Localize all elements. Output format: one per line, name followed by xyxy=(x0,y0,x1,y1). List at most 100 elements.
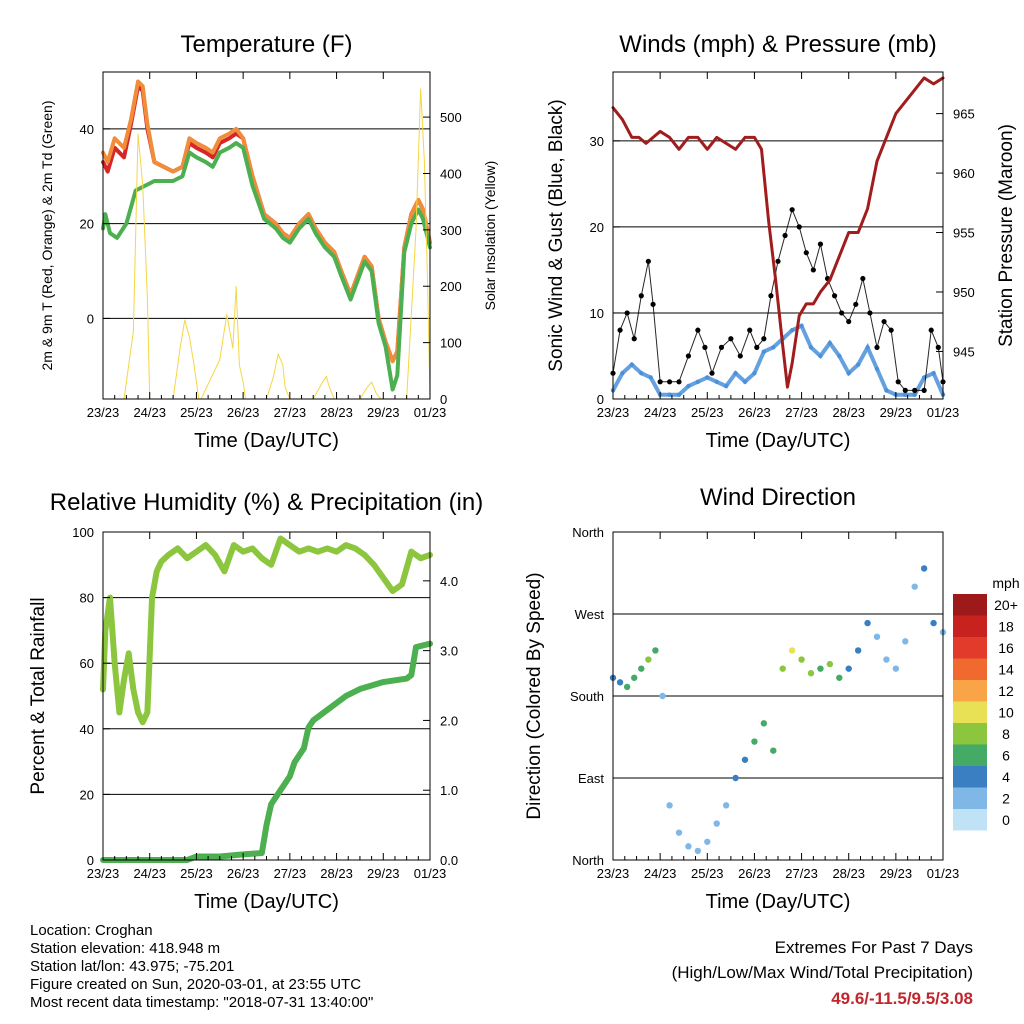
wind_direction-y-tick-label: South xyxy=(570,689,604,704)
wind_direction-point xyxy=(741,756,749,763)
extremes-subtitle: (High/Low/Max Wind/Total Precipitation) xyxy=(671,963,973,982)
humidity-y-tick-label: 80 xyxy=(80,591,94,606)
wind_direction-point xyxy=(873,633,881,640)
wind_direction-point xyxy=(807,670,815,677)
humidity-ylabel: Percent & Total Rainfall xyxy=(28,597,49,794)
temperature-x-tick-label: 28/23 xyxy=(320,405,353,420)
location-text: Location: Croghan xyxy=(30,922,153,939)
legend-label: 20+ xyxy=(994,597,1018,613)
wind_direction-point xyxy=(685,843,692,850)
legend-swatch xyxy=(953,723,987,745)
temperature-x-tick-label: 23/23 xyxy=(87,405,120,420)
legend-swatch xyxy=(953,809,987,831)
legend-swatch xyxy=(953,594,987,616)
humidity-y-tick-label: 60 xyxy=(80,656,94,671)
wind_direction-point xyxy=(836,674,843,681)
wind_direction-x-tick-label: 25/23 xyxy=(691,866,724,881)
humidity-y2-tick-label: 0.0 xyxy=(440,853,458,868)
wind_direction-point xyxy=(666,802,673,809)
humidity-x-tick-label: 27/23 xyxy=(274,866,307,881)
temperature-xlabel: Time (Day/UTC) xyxy=(194,430,339,452)
winds-x-tick-label: 27/23 xyxy=(785,405,818,420)
temperature-x-tick-label: 29/23 xyxy=(367,405,400,420)
recent-data-text: Most recent data timestamp: "2018-07-31 … xyxy=(30,994,374,1011)
winds-series-line xyxy=(611,323,945,397)
winds-x-tick-label: 01/23 xyxy=(927,405,960,420)
legend-label: 8 xyxy=(1002,726,1010,742)
temperature-ylabel: 2m & 9m T (Red, Orange) & 2m Td (Green) xyxy=(39,101,55,371)
winds-y2-tick-label: 945 xyxy=(953,344,975,359)
legend-swatch xyxy=(953,615,987,637)
wind_direction-x-tick-label: 24/23 xyxy=(644,866,677,881)
temperature-y2-tick-label: 500 xyxy=(440,110,462,125)
wind_direction-point xyxy=(631,674,638,681)
wind_direction-x-tick-label: 01/23 xyxy=(927,866,960,881)
legend-swatch xyxy=(953,637,987,659)
temperature-title: Temperature (F) xyxy=(180,31,352,58)
elevation-text: Station elevation: 418.948 m xyxy=(30,940,221,957)
temperature-x-tick-label: 24/23 xyxy=(133,405,166,420)
humidity-series-line xyxy=(100,535,433,726)
legend-title: mph xyxy=(992,575,1019,591)
wind_direction-point xyxy=(704,838,711,845)
wind_direction-point xyxy=(623,683,631,691)
wind_direction-y-tick-label: North xyxy=(572,525,604,540)
temperature-series-line xyxy=(101,141,432,392)
legend-label: 16 xyxy=(998,640,1014,656)
humidity-x-tick-label: 23/23 xyxy=(87,866,120,881)
temperature-y2-tick-label: 400 xyxy=(440,166,462,181)
winds-series-line xyxy=(612,208,944,391)
winds-title: Winds (mph) & Pressure (mb) xyxy=(619,31,936,58)
humidity-y2-tick-label: 4.0 xyxy=(440,574,458,589)
legend-label: 4 xyxy=(1002,769,1010,785)
wind_direction-xlabel: Time (Day/UTC) xyxy=(706,891,851,913)
legend-label: 2 xyxy=(1002,791,1010,807)
extremes-title: Extremes For Past 7 Days xyxy=(774,938,973,957)
humidity-x-tick-label: 24/23 xyxy=(133,866,166,881)
temperature-y-tick-label: 20 xyxy=(80,217,94,232)
station-info: Location: Croghan Station elevation: 418… xyxy=(30,922,373,1012)
temperature-x-tick-label: 26/23 xyxy=(227,405,260,420)
legend-swatch xyxy=(953,766,987,788)
wind_direction-x-tick-label: 28/23 xyxy=(832,866,865,881)
winds-y2-tick-label: 965 xyxy=(953,107,975,122)
temperature-y2-tick-label: 300 xyxy=(440,223,462,238)
humidity-xlabel: Time (Day/UTC) xyxy=(194,891,339,913)
winds-y2-tick-label: 955 xyxy=(953,226,975,241)
legend-swatch xyxy=(953,680,987,702)
wind_direction-point xyxy=(817,665,824,672)
temperature-y2-tick-label: 0 xyxy=(440,392,447,407)
humidity-y-tick-label: 20 xyxy=(80,787,94,802)
legend-swatch xyxy=(953,701,987,723)
legend-swatch xyxy=(953,658,987,680)
wind_direction-point xyxy=(675,829,683,836)
humidity-y-tick-label: 100 xyxy=(72,525,94,540)
wind_direction-point xyxy=(911,583,918,590)
humidity-x-tick-label: 29/23 xyxy=(367,866,400,881)
wind_direction-point xyxy=(788,647,796,654)
wind_direction-point xyxy=(659,692,666,700)
wind_direction-point xyxy=(722,802,730,809)
wind_direction-point xyxy=(845,665,852,672)
legend-swatch xyxy=(953,744,987,766)
wind_direction-point xyxy=(713,820,720,827)
legend-label: 0 xyxy=(1002,812,1010,828)
wind_direction-x-tick-label: 27/23 xyxy=(785,866,818,881)
wind_direction-point xyxy=(902,638,909,645)
extremes-box: Extremes For Past 7 Days (High/Low/Max W… xyxy=(672,935,973,1013)
humidity-x-tick-label: 26/23 xyxy=(227,866,260,881)
temperature-y2-tick-label: 200 xyxy=(440,279,462,294)
temperature-y2-tick-label: 100 xyxy=(440,336,462,351)
wind_direction-point xyxy=(798,656,805,663)
temperature-x-tick-label: 01/23 xyxy=(414,405,447,420)
winds-xlabel: Time (Day/UTC) xyxy=(706,430,851,452)
wind_direction-point xyxy=(760,720,768,727)
humidity-x-tick-label: 01/23 xyxy=(414,866,447,881)
extremes-value: 49.6/-11.5/9.5/3.08 xyxy=(831,989,973,1008)
wind_direction-point xyxy=(751,738,758,745)
humidity-y2-tick-label: 1.0 xyxy=(440,783,458,798)
legend-label: 6 xyxy=(1002,748,1010,764)
wind_direction-point xyxy=(920,565,928,572)
humidity-y-tick-label: 0 xyxy=(87,853,94,868)
wind_direction-point xyxy=(732,774,739,782)
